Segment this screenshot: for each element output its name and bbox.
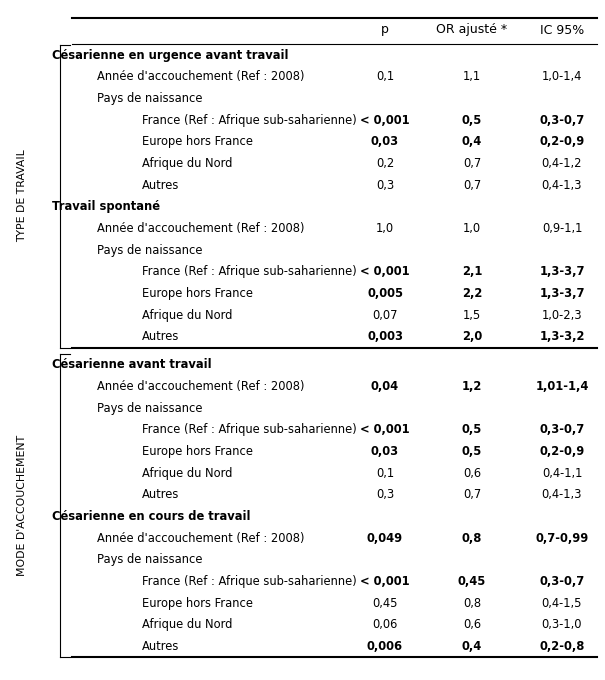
Text: MODE D'ACCOUCHEMENT: MODE D'ACCOUCHEMENT bbox=[17, 435, 27, 576]
Text: 0,45: 0,45 bbox=[458, 575, 486, 588]
Text: Année d'accouchement (Ref : 2008): Année d'accouchement (Ref : 2008) bbox=[97, 222, 304, 235]
Text: 0,45: 0,45 bbox=[372, 596, 397, 609]
Text: 0,03: 0,03 bbox=[371, 445, 399, 458]
Text: 0,5: 0,5 bbox=[462, 445, 482, 458]
Text: Pays de naissance: Pays de naissance bbox=[97, 554, 203, 566]
Text: p: p bbox=[381, 24, 389, 37]
Text: 0,7: 0,7 bbox=[463, 488, 481, 501]
Text: Année d'accouchement (Ref : 2008): Année d'accouchement (Ref : 2008) bbox=[97, 380, 304, 393]
Text: 0,049: 0,049 bbox=[367, 532, 403, 545]
Text: 0,3: 0,3 bbox=[376, 488, 394, 501]
Text: Pays de naissance: Pays de naissance bbox=[97, 92, 203, 105]
Text: Année d'accouchement (Ref : 2008): Année d'accouchement (Ref : 2008) bbox=[97, 71, 304, 84]
Text: Travail spontané: Travail spontané bbox=[52, 201, 160, 214]
Text: France (Ref : Afrique sub-saharienne): France (Ref : Afrique sub-saharienne) bbox=[142, 265, 357, 278]
Text: 1,3-3,7: 1,3-3,7 bbox=[539, 265, 585, 278]
Text: 0,8: 0,8 bbox=[462, 532, 482, 545]
Text: 0,4: 0,4 bbox=[462, 135, 482, 148]
Text: 1,2: 1,2 bbox=[462, 380, 482, 393]
Text: Afrique du Nord: Afrique du Nord bbox=[142, 157, 232, 170]
Text: Césarienne en urgence avant travail: Césarienne en urgence avant travail bbox=[52, 49, 289, 62]
Text: 1,0-2,3: 1,0-2,3 bbox=[541, 309, 582, 322]
Text: 1,5: 1,5 bbox=[463, 309, 481, 322]
Text: 0,2: 0,2 bbox=[376, 157, 394, 170]
Text: 0,03: 0,03 bbox=[371, 135, 399, 148]
Text: 0,7-0,99: 0,7-0,99 bbox=[535, 532, 589, 545]
Text: 0,2-0,9: 0,2-0,9 bbox=[540, 135, 584, 148]
Text: 0,04: 0,04 bbox=[371, 380, 399, 393]
Text: 0,4-1,1: 0,4-1,1 bbox=[542, 466, 582, 479]
Text: Année d'accouchement (Ref : 2008): Année d'accouchement (Ref : 2008) bbox=[97, 532, 304, 545]
Text: 1,0-1,4: 1,0-1,4 bbox=[542, 71, 582, 84]
Text: < 0,001: < 0,001 bbox=[360, 265, 410, 278]
Text: 1,0: 1,0 bbox=[376, 222, 394, 235]
Text: Pays de naissance: Pays de naissance bbox=[97, 402, 203, 415]
Text: 0,4-1,2: 0,4-1,2 bbox=[541, 157, 582, 170]
Text: < 0,001: < 0,001 bbox=[360, 575, 410, 588]
Text: 0,4-1,5: 0,4-1,5 bbox=[541, 596, 582, 609]
Text: 0,4-1,3: 0,4-1,3 bbox=[541, 179, 582, 192]
Text: 0,1: 0,1 bbox=[376, 71, 394, 84]
Text: 0,3: 0,3 bbox=[376, 179, 394, 192]
Text: Europe hors France: Europe hors France bbox=[142, 287, 253, 300]
Text: 0,4-1,3: 0,4-1,3 bbox=[541, 488, 582, 501]
Text: < 0,001: < 0,001 bbox=[360, 114, 410, 126]
Text: France (Ref : Afrique sub-saharienne): France (Ref : Afrique sub-saharienne) bbox=[142, 575, 357, 588]
Text: 0,3-0,7: 0,3-0,7 bbox=[540, 575, 584, 588]
Text: 0,06: 0,06 bbox=[372, 618, 397, 631]
Text: Afrique du Nord: Afrique du Nord bbox=[142, 618, 232, 631]
Text: Europe hors France: Europe hors France bbox=[142, 135, 253, 148]
Text: 1,0: 1,0 bbox=[463, 222, 481, 235]
Text: 0,3-0,7: 0,3-0,7 bbox=[540, 114, 584, 126]
Text: 0,1: 0,1 bbox=[376, 466, 394, 479]
Text: 1,3-3,2: 1,3-3,2 bbox=[539, 330, 585, 343]
Text: 0,07: 0,07 bbox=[372, 309, 397, 322]
Text: Autres: Autres bbox=[142, 330, 179, 343]
Text: France (Ref : Afrique sub-saharienne): France (Ref : Afrique sub-saharienne) bbox=[142, 424, 357, 437]
Text: 1,3-3,7: 1,3-3,7 bbox=[539, 287, 585, 300]
Text: 1,1: 1,1 bbox=[463, 71, 481, 84]
Text: Césarienne avant travail: Césarienne avant travail bbox=[52, 358, 212, 371]
Text: Europe hors France: Europe hors France bbox=[142, 445, 253, 458]
Text: IC 95%: IC 95% bbox=[540, 24, 584, 37]
Text: OR ajusté *: OR ajusté * bbox=[436, 24, 508, 37]
Text: 0,003: 0,003 bbox=[367, 330, 403, 343]
Text: TYPE DE TRAVAIL: TYPE DE TRAVAIL bbox=[17, 150, 27, 243]
Text: 0,5: 0,5 bbox=[462, 114, 482, 126]
Text: 1,01-1,4: 1,01-1,4 bbox=[535, 380, 589, 393]
Text: Afrique du Nord: Afrique du Nord bbox=[142, 309, 232, 322]
Text: 0,9-1,1: 0,9-1,1 bbox=[542, 222, 582, 235]
Text: Pays de naissance: Pays de naissance bbox=[97, 243, 203, 256]
Text: Césarienne en cours de travail: Césarienne en cours de travail bbox=[52, 510, 250, 523]
Text: 0,005: 0,005 bbox=[367, 287, 403, 300]
Text: 0,6: 0,6 bbox=[463, 618, 481, 631]
Text: 0,8: 0,8 bbox=[463, 596, 481, 609]
Text: Europe hors France: Europe hors France bbox=[142, 596, 253, 609]
Text: 0,2-0,9: 0,2-0,9 bbox=[540, 445, 584, 458]
Text: 0,3-0,7: 0,3-0,7 bbox=[540, 424, 584, 437]
Text: 0,4: 0,4 bbox=[462, 640, 482, 653]
Text: 0,2-0,8: 0,2-0,8 bbox=[539, 640, 584, 653]
Text: < 0,001: < 0,001 bbox=[360, 424, 410, 437]
Text: Afrique du Nord: Afrique du Nord bbox=[142, 466, 232, 479]
Text: Autres: Autres bbox=[142, 640, 179, 653]
Text: 2,0: 2,0 bbox=[462, 330, 482, 343]
Text: Autres: Autres bbox=[142, 179, 179, 192]
Text: 0,7: 0,7 bbox=[463, 179, 481, 192]
Text: 0,7: 0,7 bbox=[463, 157, 481, 170]
Text: 2,1: 2,1 bbox=[462, 265, 482, 278]
Text: France (Ref : Afrique sub-saharienne): France (Ref : Afrique sub-saharienne) bbox=[142, 114, 357, 126]
Text: Autres: Autres bbox=[142, 488, 179, 501]
Text: 0,5: 0,5 bbox=[462, 424, 482, 437]
Text: 0,3-1,0: 0,3-1,0 bbox=[541, 618, 582, 631]
Text: 2,2: 2,2 bbox=[462, 287, 482, 300]
Text: 0,006: 0,006 bbox=[367, 640, 403, 653]
Text: 0,6: 0,6 bbox=[463, 466, 481, 479]
